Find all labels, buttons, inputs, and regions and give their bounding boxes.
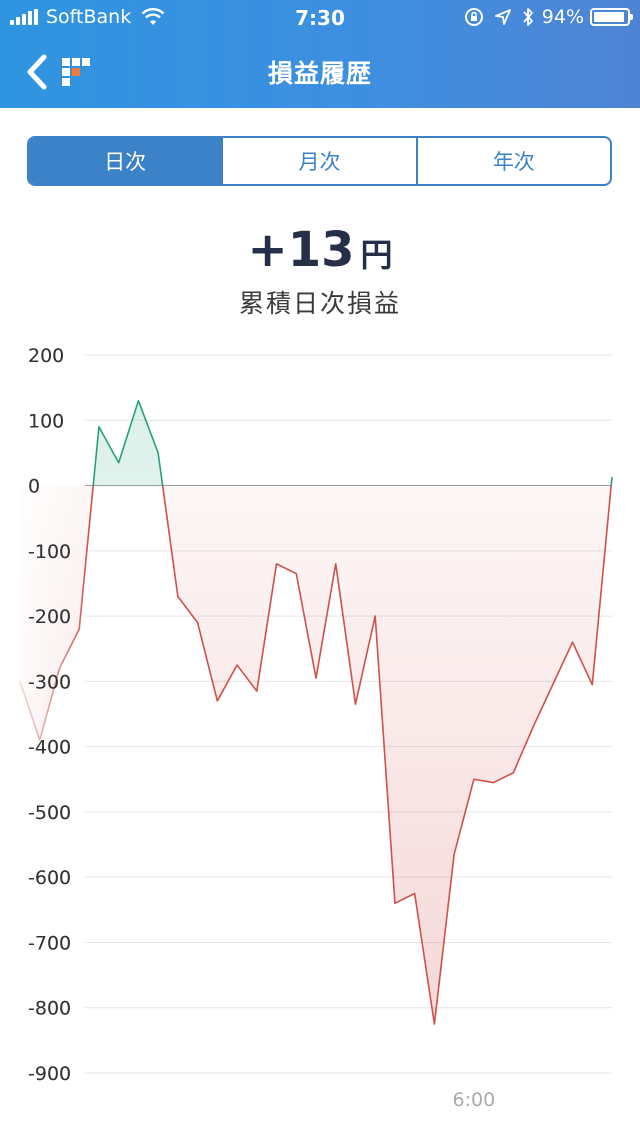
y-tick-label: -400 (28, 737, 71, 759)
chevron-left-icon[interactable] (22, 52, 54, 92)
battery-icon (590, 8, 633, 26)
tab-monthly[interactable]: 月次 (221, 138, 415, 184)
battery-percent: 94% (541, 6, 584, 28)
wifi-icon (141, 8, 165, 25)
period-segmented-control: 日次 月次 年次 (27, 136, 612, 186)
total-label: 累積日次損益 (238, 289, 401, 318)
y-tick-label: -300 (28, 671, 71, 693)
location-arrow-icon (494, 9, 511, 25)
positive-area (20, 400, 612, 486)
cumulative-total: +13 円 (0, 222, 640, 278)
x-tick-label: 6:00 (453, 1089, 496, 1111)
y-tick-label: 100 (28, 410, 64, 432)
status-bar: SoftBank 7:30 94% (0, 0, 640, 36)
total-unit: 円 (360, 236, 393, 274)
page-title: 損益履歴 (267, 59, 372, 88)
carrier-name: SoftBank (46, 6, 132, 28)
total-value: +13 (247, 222, 355, 278)
pnl-chart: 200 100 0 -100 -200 -300 -400 -500 -600 -700 -800 -… (0, 330, 613, 1120)
app-logo-icon (62, 58, 90, 86)
tab-yearly[interactable]: 年次 (415, 138, 610, 184)
negative-area (20, 485, 612, 1025)
y-tick-label: -100 (28, 541, 71, 563)
pnl-line-positive (92, 399, 613, 486)
y-tick-label: 200 (28, 345, 64, 367)
navigation-bar: 損益履歴 (0, 36, 640, 108)
tab-daily[interactable]: 日次 (29, 138, 222, 184)
y-tick-label: 0 (28, 476, 40, 498)
y-tick-label: -700 (28, 932, 71, 954)
bluetooth-icon (523, 8, 533, 26)
y-tick-label: -200 (28, 606, 71, 628)
pnl-line-negative (19, 485, 612, 1025)
y-tick-label: -900 (28, 1063, 71, 1085)
y-tick-label: -800 (28, 998, 71, 1020)
left-fade-overlay (0, 330, 90, 1120)
app-header: SoftBank 7:30 94% (0, 0, 640, 108)
y-tick-label: -500 (28, 802, 71, 824)
y-tick-label: -600 (28, 867, 71, 889)
cellular-signal-icon (10, 9, 40, 25)
orientation-lock-icon (464, 8, 483, 26)
